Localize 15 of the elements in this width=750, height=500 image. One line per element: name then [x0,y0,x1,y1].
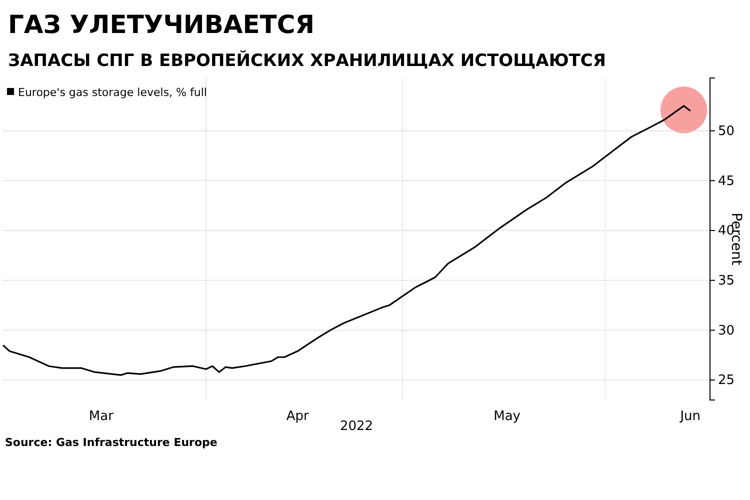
y-tick-label: 50 [718,124,735,139]
y-tick-label: 35 [718,274,735,289]
line-series [2,105,692,376]
x-tick-label: May [494,408,521,424]
legend-label: Europe's gas storage levels, % full [18,86,207,99]
source-note: Source: Gas Infrastructure Europe [5,436,218,449]
y-tick-label: 25 [718,373,735,388]
y-tick-label: 45 [718,174,735,189]
y-tick-label: 30 [718,323,735,338]
x-tick-label: Mar [88,408,114,424]
chart-title: ГАЗ УЛЕТУЧИВАЕТСЯ [8,10,314,39]
chart-subtitle: ЗАПАСЫ СПГ В ЕВРОПЕЙСКИХ ХРАНИЛИЩАХ ИСТОЩАЮТСЯ [8,50,606,71]
x-tick-label: Apr [286,408,310,424]
x-axis-title: 2022 [340,419,374,434]
x-tick-label: Jun [679,408,701,424]
